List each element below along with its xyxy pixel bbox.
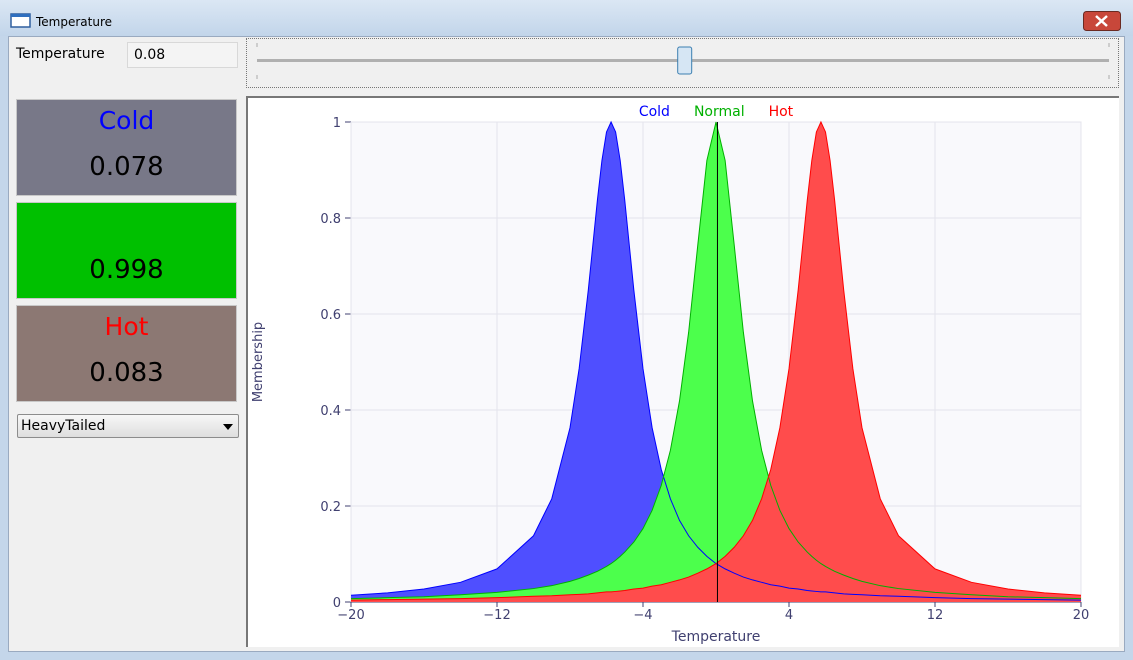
output-name: Hot — [104, 312, 149, 341]
chart: 0 0.2 0.4 0.6 0.8 1 −20 −12 −4 4 12 20 Temperature Me… — [251, 104, 1090, 645]
x-tick-label: 20 — [1073, 608, 1090, 623]
input-value: 0.08 — [134, 47, 166, 63]
output-value: 0.083 — [89, 358, 164, 388]
window-title: Temperature — [36, 15, 113, 29]
chart-panel: 0 0.2 0.4 0.6 0.8 1 −20 −12 −4 4 12 20 Temperature Me… — [246, 96, 1119, 647]
x-tick-label: −20 — [337, 608, 364, 623]
y-tick-label: 0.6 — [320, 308, 341, 323]
x-tick-label: −4 — [633, 608, 652, 623]
y-axis-label: Membership — [251, 322, 266, 402]
output-value: 0.998 — [89, 255, 164, 285]
text-box[interactable]: 0.08 — [127, 42, 238, 68]
area — [351, 122, 1081, 602]
input-label: Temperature — [16, 46, 105, 62]
dropdown[interactable]: HeavyTailed — [17, 414, 239, 438]
output-box: Cold 0.078 — [16, 99, 237, 196]
legend-entry: Normal — [694, 104, 745, 120]
dropdown-value: HeavyTailed — [21, 418, 106, 434]
output-box: Normal 0.998 — [16, 202, 237, 299]
output-name: Cold — [98, 106, 155, 135]
output-name: Normal — [81, 209, 172, 238]
window-icon — [10, 13, 31, 28]
output-value: 0.078 — [89, 152, 164, 182]
y-tick-label: 0.4 — [320, 404, 341, 419]
line — [350, 121, 1082, 600]
slider-panel — [246, 38, 1119, 88]
close-button[interactable] — [1083, 11, 1121, 32]
y-tick-label: 0.2 — [320, 500, 341, 515]
y-tick-label: 0.8 — [320, 212, 341, 227]
x-tick-label: 12 — [927, 608, 944, 623]
line — [350, 120, 1082, 601]
legend-entry: Hot — [769, 104, 794, 120]
x-tick-label: −12 — [483, 608, 510, 623]
y-tick-label: 1 — [333, 116, 341, 131]
dropdown-arrow — [223, 424, 233, 430]
y-tick-label: 0 — [333, 596, 341, 611]
x-axis-label: Temperature — [671, 629, 761, 645]
legend-entry: Cold — [639, 104, 670, 120]
x-tick-label: 4 — [785, 608, 793, 623]
title-bar: Temperature — [0, 0, 1133, 36]
slider[interactable] — [247, 39, 1118, 87]
slider-thumb — [677, 46, 693, 75]
output-box: Hot 0.083 — [16, 305, 237, 402]
